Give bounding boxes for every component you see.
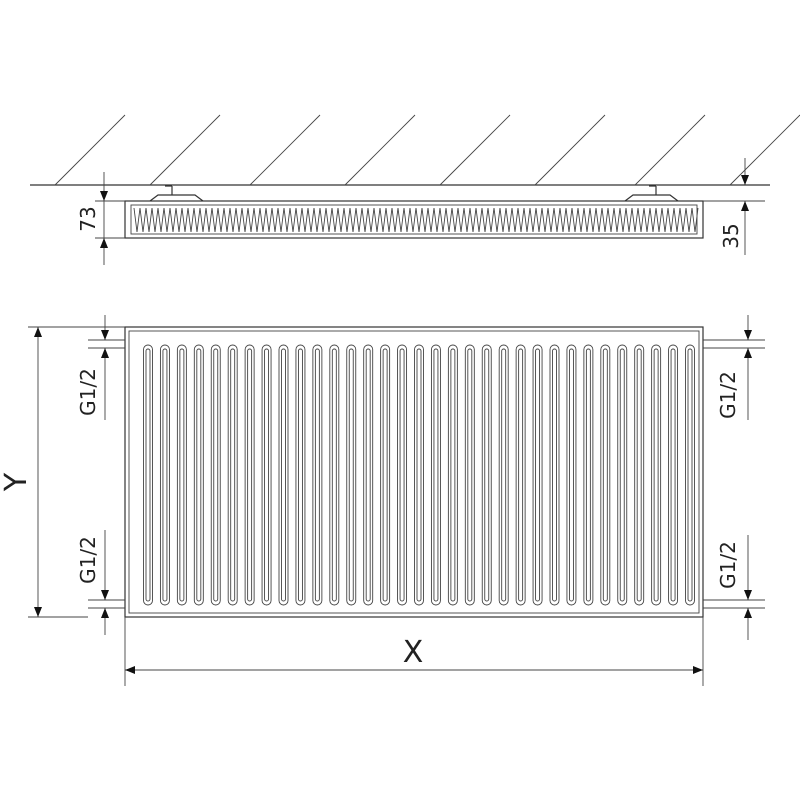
top-view: 73 35 [30,114,800,265]
connection-label-bottom-right: G1/2 [716,541,740,589]
hatch-line [634,114,706,186]
radiator-fin [295,344,306,606]
connection-label-top-right: G1/2 [716,371,740,419]
radiator-fin [414,344,424,606]
hatch-line [534,114,606,186]
hatch-line [54,114,126,186]
radiator-fin [498,344,509,606]
wall-hatching [54,114,800,186]
radiator-fin [566,344,577,606]
radiator-fin [143,344,153,606]
front-view: G1/2 G1/2 G1/2 G1/2 Y X [0,315,765,686]
radiator-fin [549,344,560,606]
radiator-fin [244,344,255,606]
hatch-line [344,114,416,186]
radiator-fin [397,344,408,606]
convector-zigzag [133,207,699,233]
radiator-fin [447,344,458,606]
radiator-fin [515,344,526,606]
radiator-fin [363,344,374,606]
radiator-fin [176,344,187,606]
radiator-fin [464,344,475,606]
radiator-fin [651,344,662,606]
radiator-fin [346,344,357,606]
radiator-top-outline [124,200,704,239]
radiator-fin [634,344,645,606]
radiator-front-outline [124,326,704,618]
radiator-fin [617,344,628,606]
radiator-fin [583,344,594,606]
convector-fins [133,207,699,233]
radiator-fin [329,344,340,606]
radiator-fins [143,344,695,606]
radiator-fin [600,344,611,606]
wall-bracket-left [149,185,204,202]
hatch-line [729,114,800,186]
radiator-fin [685,344,695,606]
radiator-fin [278,344,289,606]
connection-stubs-right [703,339,765,609]
radiator-fin [532,344,543,606]
radiator-fin [159,344,170,606]
hatch-line [249,114,321,186]
hatch-line [149,114,221,186]
radiator-fin [668,344,679,606]
width-dimension-label: X [403,635,424,670]
depth-dimension-label: 73 [76,206,100,231]
radiator-fin [380,344,391,606]
hatch-line [439,114,511,186]
wall-gap-dimension-label: 35 [719,223,743,248]
radiator-fin [193,344,204,606]
radiator-fin [430,344,441,606]
height-dimension-label: Y [0,472,34,492]
wall-bracket-right [624,185,679,202]
radiator-fin [312,344,323,606]
connection-label-top-left: G1/2 [76,368,100,416]
connection-label-bottom-left: G1/2 [76,536,100,584]
radiator-fin [481,344,492,606]
radiator-fin [210,344,221,606]
radiator-fin [261,344,272,606]
radiator-fin [227,344,238,606]
